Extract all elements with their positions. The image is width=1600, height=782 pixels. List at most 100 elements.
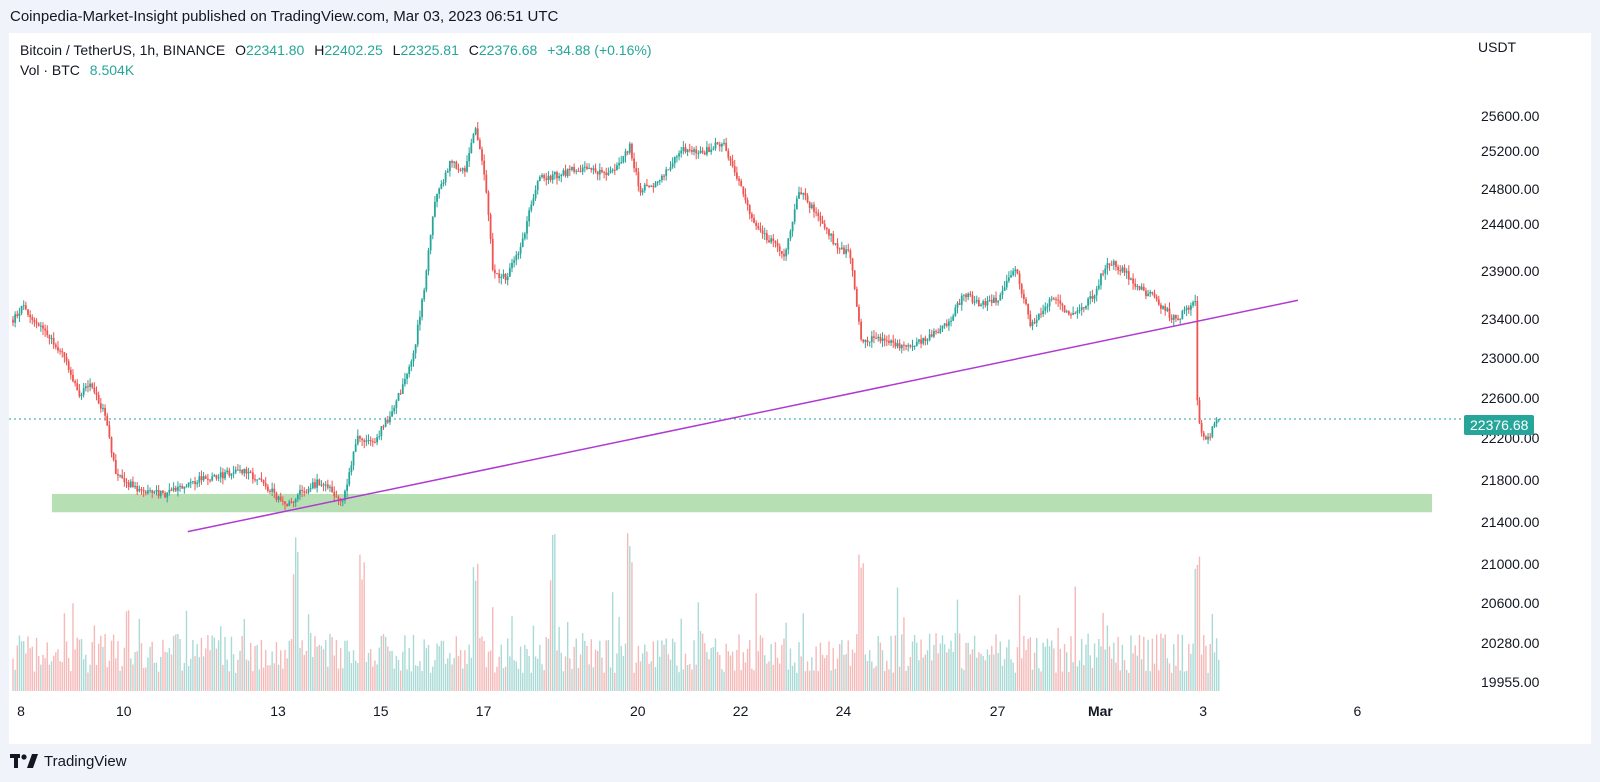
candle-body bbox=[24, 305, 27, 310]
candle-body bbox=[132, 481, 134, 488]
volume-bar bbox=[530, 672, 532, 691]
candle-body bbox=[759, 228, 762, 231]
volume-bar bbox=[1046, 638, 1049, 691]
volume-bar bbox=[973, 635, 976, 691]
candle-body bbox=[1136, 286, 1139, 288]
volume-bar bbox=[624, 643, 627, 691]
candle-body bbox=[720, 143, 723, 147]
candle-body bbox=[1029, 314, 1032, 326]
volume-bar bbox=[886, 660, 888, 691]
candle-body bbox=[42, 325, 44, 329]
volume-bar bbox=[659, 656, 661, 691]
volume-bar bbox=[1093, 643, 1096, 691]
symbol-name[interactable]: Bitcoin / TetherUS, 1h, BINANCE bbox=[20, 42, 226, 58]
candle-body bbox=[461, 168, 464, 171]
volume-bar bbox=[1198, 556, 1201, 691]
candle-body bbox=[892, 340, 895, 343]
candle-body bbox=[1149, 291, 1152, 294]
candle-body bbox=[292, 501, 295, 503]
candle-body bbox=[667, 169, 670, 171]
volume-bar bbox=[404, 635, 406, 691]
candle-body bbox=[273, 488, 276, 493]
volume-bar bbox=[226, 659, 228, 691]
volume-bar bbox=[549, 580, 552, 691]
volume-bar bbox=[916, 642, 918, 691]
volume-bar bbox=[943, 644, 946, 691]
volume-bar bbox=[1063, 644, 1066, 691]
candle-body bbox=[881, 338, 884, 342]
volume-bar bbox=[451, 664, 453, 691]
volume-bar bbox=[573, 646, 575, 691]
volume-bar bbox=[1095, 657, 1098, 691]
candle-body bbox=[189, 482, 192, 484]
volume-bar bbox=[397, 660, 400, 691]
candle-body bbox=[1085, 305, 1087, 309]
candle-body bbox=[753, 217, 755, 223]
candle-body bbox=[611, 169, 614, 171]
candle-body bbox=[654, 183, 657, 188]
volume-bar bbox=[1040, 671, 1042, 691]
volume-bar bbox=[228, 671, 231, 691]
candle-body bbox=[945, 323, 948, 326]
candle-body bbox=[281, 500, 284, 502]
candle-body bbox=[806, 195, 809, 203]
volume-bar bbox=[1083, 665, 1085, 691]
volume-bar bbox=[654, 666, 657, 691]
volume-bar bbox=[46, 642, 48, 691]
volume-bar bbox=[369, 648, 372, 691]
candle-body bbox=[196, 482, 199, 485]
candle-body bbox=[845, 249, 848, 254]
candle-body bbox=[463, 168, 466, 172]
candle-body bbox=[588, 167, 591, 169]
volume-bar bbox=[620, 645, 622, 691]
volume-bar bbox=[652, 641, 655, 691]
candle-body bbox=[877, 336, 880, 339]
candle-body bbox=[787, 238, 790, 250]
volume-bar bbox=[348, 651, 350, 691]
candle-body bbox=[356, 435, 359, 445]
candle-body bbox=[106, 415, 109, 426]
volume-bar bbox=[410, 671, 413, 691]
volume-bar bbox=[247, 660, 250, 691]
volume-bar bbox=[1087, 633, 1089, 691]
volume-bar bbox=[794, 662, 796, 691]
price-tick-label: 19955.00 bbox=[1481, 674, 1540, 690]
candle-body bbox=[277, 496, 280, 500]
volume-bar bbox=[387, 646, 389, 691]
volume-value: 8.504K bbox=[89, 62, 135, 78]
chart-panel[interactable]: 25600.00 25200.00 24800.00 24400.00 23900.00… bbox=[9, 33, 1591, 744]
candle-body bbox=[1097, 285, 1100, 289]
candle-body bbox=[1031, 322, 1034, 326]
volume-bar bbox=[1173, 644, 1175, 691]
candle-body bbox=[581, 167, 584, 172]
candle-body bbox=[166, 492, 169, 498]
candle-body bbox=[472, 134, 475, 143]
volume-bar bbox=[391, 650, 393, 691]
volume-bar bbox=[1010, 659, 1012, 691]
candle-body bbox=[774, 241, 777, 243]
candle-body bbox=[1134, 283, 1137, 287]
currency-unit[interactable]: USDT bbox=[1478, 39, 1517, 55]
candlestick-chart[interactable]: 25600.00 25200.00 24800.00 24400.00 23900.00… bbox=[9, 33, 1591, 744]
candle-body bbox=[883, 338, 886, 341]
volume-bar bbox=[759, 635, 762, 691]
volume-bar bbox=[312, 656, 314, 691]
candle-body bbox=[513, 260, 516, 263]
volume-bar bbox=[419, 661, 421, 691]
candle-body bbox=[661, 175, 663, 181]
volume-bar bbox=[1143, 636, 1145, 691]
volume-label[interactable]: Vol · BTC bbox=[20, 62, 80, 78]
candle-body bbox=[718, 144, 721, 147]
ascending-trendline[interactable] bbox=[187, 299, 1299, 533]
volume-bar bbox=[104, 634, 106, 691]
candle-body bbox=[108, 425, 111, 438]
volume-bar bbox=[1130, 635, 1132, 691]
volume-bar bbox=[76, 637, 78, 691]
candle-body bbox=[1166, 308, 1169, 311]
candle-body bbox=[688, 149, 691, 151]
candle-body bbox=[324, 484, 327, 486]
footer-brand[interactable]: TradingView bbox=[10, 753, 127, 770]
candle-body bbox=[1157, 299, 1160, 305]
volume-bar bbox=[1162, 638, 1164, 691]
time-axis: 8 10 13 15 17 20 22 24 27 Mar 3 6 bbox=[17, 703, 1361, 719]
